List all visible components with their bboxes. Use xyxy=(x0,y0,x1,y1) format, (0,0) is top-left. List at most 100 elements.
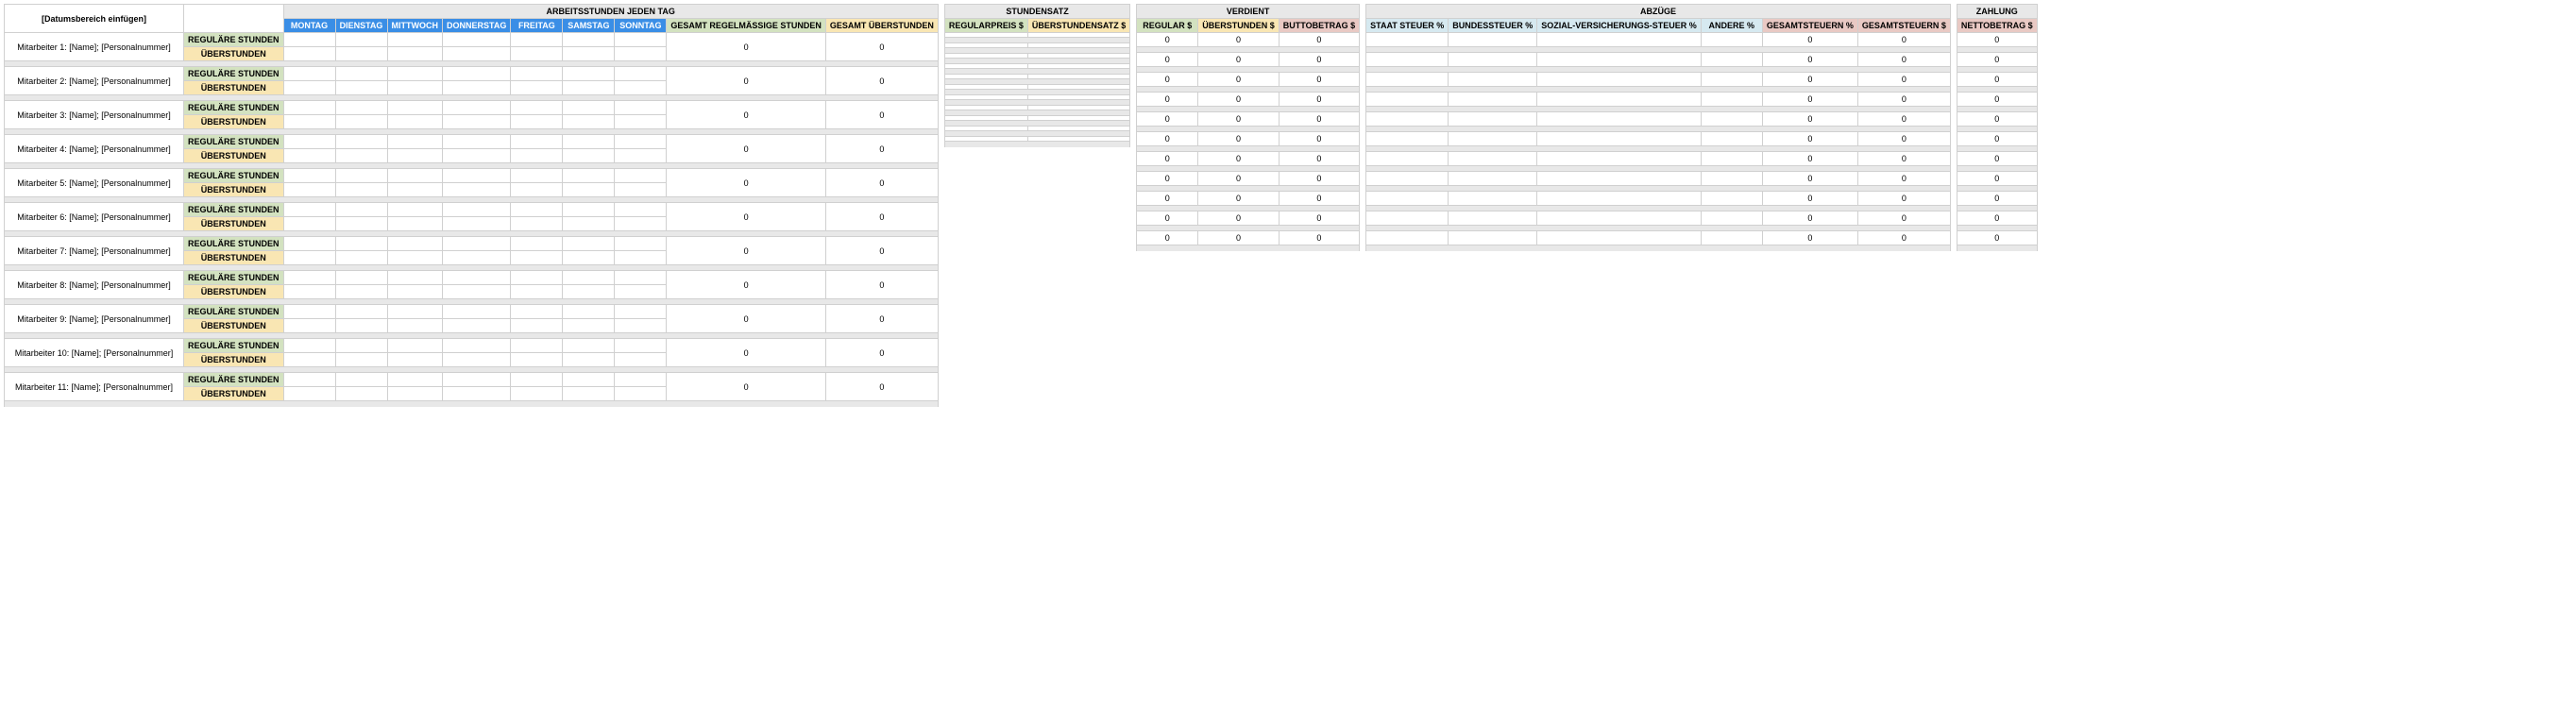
hours-cell[interactable] xyxy=(563,169,615,183)
deduct-cell[interactable] xyxy=(1537,53,1702,67)
hours-cell[interactable] xyxy=(443,271,511,285)
hours-cell[interactable] xyxy=(615,319,667,333)
deduct-cell[interactable] xyxy=(1701,211,1762,226)
hours-cell[interactable] xyxy=(335,319,387,333)
hours-cell[interactable] xyxy=(615,305,667,319)
hours-cell[interactable] xyxy=(283,47,335,61)
hours-cell[interactable] xyxy=(443,47,511,61)
hours-cell[interactable] xyxy=(563,353,615,367)
hours-cell[interactable] xyxy=(563,217,615,231)
hours-cell[interactable] xyxy=(615,271,667,285)
hours-cell[interactable] xyxy=(335,81,387,95)
deduct-cell[interactable] xyxy=(1537,172,1702,186)
hours-cell[interactable] xyxy=(563,203,615,217)
hours-cell[interactable] xyxy=(443,387,511,401)
hours-cell[interactable] xyxy=(563,67,615,81)
hours-cell[interactable] xyxy=(615,81,667,95)
hours-cell[interactable] xyxy=(615,101,667,115)
deduct-cell[interactable] xyxy=(1537,93,1702,107)
hours-cell[interactable] xyxy=(443,305,511,319)
hours-cell[interactable] xyxy=(615,373,667,387)
deduct-cell[interactable] xyxy=(1537,73,1702,87)
hours-cell[interactable] xyxy=(335,237,387,251)
deduct-cell[interactable] xyxy=(1449,73,1537,87)
hours-cell[interactable] xyxy=(511,135,563,149)
hours-cell[interactable] xyxy=(511,217,563,231)
hours-cell[interactable] xyxy=(283,339,335,353)
hours-cell[interactable] xyxy=(443,285,511,299)
hours-cell[interactable] xyxy=(511,339,563,353)
deduct-cell[interactable] xyxy=(1366,33,1449,47)
deduct-cell[interactable] xyxy=(1701,172,1762,186)
hours-cell[interactable] xyxy=(615,387,667,401)
hours-cell[interactable] xyxy=(443,319,511,333)
hours-cell[interactable] xyxy=(283,217,335,231)
hours-cell[interactable] xyxy=(335,149,387,163)
hours-cell[interactable] xyxy=(387,67,443,81)
hours-cell[interactable] xyxy=(335,135,387,149)
hours-cell[interactable] xyxy=(511,353,563,367)
hours-cell[interactable] xyxy=(335,373,387,387)
hours-cell[interactable] xyxy=(335,183,387,197)
hours-cell[interactable] xyxy=(283,183,335,197)
hours-cell[interactable] xyxy=(511,115,563,129)
hours-cell[interactable] xyxy=(335,169,387,183)
deduct-cell[interactable] xyxy=(1537,33,1702,47)
hours-cell[interactable] xyxy=(443,203,511,217)
hours-cell[interactable] xyxy=(615,33,667,47)
hours-cell[interactable] xyxy=(443,339,511,353)
hours-cell[interactable] xyxy=(443,81,511,95)
hours-cell[interactable] xyxy=(387,203,443,217)
hours-cell[interactable] xyxy=(335,33,387,47)
hours-cell[interactable] xyxy=(563,237,615,251)
deduct-cell[interactable] xyxy=(1366,132,1449,146)
hours-cell[interactable] xyxy=(511,203,563,217)
hours-cell[interactable] xyxy=(563,251,615,265)
hours-cell[interactable] xyxy=(511,251,563,265)
hours-cell[interactable] xyxy=(615,203,667,217)
hours-cell[interactable] xyxy=(511,81,563,95)
hours-cell[interactable] xyxy=(563,387,615,401)
hours-cell[interactable] xyxy=(335,115,387,129)
hours-cell[interactable] xyxy=(335,47,387,61)
hours-cell[interactable] xyxy=(335,101,387,115)
hours-cell[interactable] xyxy=(335,305,387,319)
deduct-cell[interactable] xyxy=(1366,112,1449,127)
hours-cell[interactable] xyxy=(615,217,667,231)
hours-cell[interactable] xyxy=(511,271,563,285)
hours-cell[interactable] xyxy=(563,149,615,163)
hours-cell[interactable] xyxy=(335,203,387,217)
hours-cell[interactable] xyxy=(615,285,667,299)
hours-cell[interactable] xyxy=(443,67,511,81)
hours-cell[interactable] xyxy=(511,149,563,163)
deduct-cell[interactable] xyxy=(1366,211,1449,226)
hours-cell[interactable] xyxy=(387,305,443,319)
deduct-cell[interactable] xyxy=(1449,112,1537,127)
hours-cell[interactable] xyxy=(511,387,563,401)
hours-cell[interactable] xyxy=(615,149,667,163)
hours-cell[interactable] xyxy=(387,101,443,115)
hours-cell[interactable] xyxy=(615,353,667,367)
hours-cell[interactable] xyxy=(335,251,387,265)
hours-cell[interactable] xyxy=(387,81,443,95)
hours-cell[interactable] xyxy=(283,67,335,81)
deduct-cell[interactable] xyxy=(1449,93,1537,107)
hours-cell[interactable] xyxy=(615,135,667,149)
hours-cell[interactable] xyxy=(283,203,335,217)
deduct-cell[interactable] xyxy=(1366,152,1449,166)
hours-cell[interactable] xyxy=(615,183,667,197)
hours-cell[interactable] xyxy=(615,339,667,353)
hours-cell[interactable] xyxy=(563,135,615,149)
hours-cell[interactable] xyxy=(563,33,615,47)
deduct-cell[interactable] xyxy=(1701,73,1762,87)
deduct-cell[interactable] xyxy=(1537,211,1702,226)
hours-cell[interactable] xyxy=(283,305,335,319)
hours-cell[interactable] xyxy=(443,251,511,265)
hours-cell[interactable] xyxy=(387,183,443,197)
hours-cell[interactable] xyxy=(283,285,335,299)
hours-cell[interactable] xyxy=(387,339,443,353)
hours-cell[interactable] xyxy=(387,387,443,401)
hours-cell[interactable] xyxy=(563,373,615,387)
deduct-cell[interactable] xyxy=(1366,172,1449,186)
hours-cell[interactable] xyxy=(443,353,511,367)
